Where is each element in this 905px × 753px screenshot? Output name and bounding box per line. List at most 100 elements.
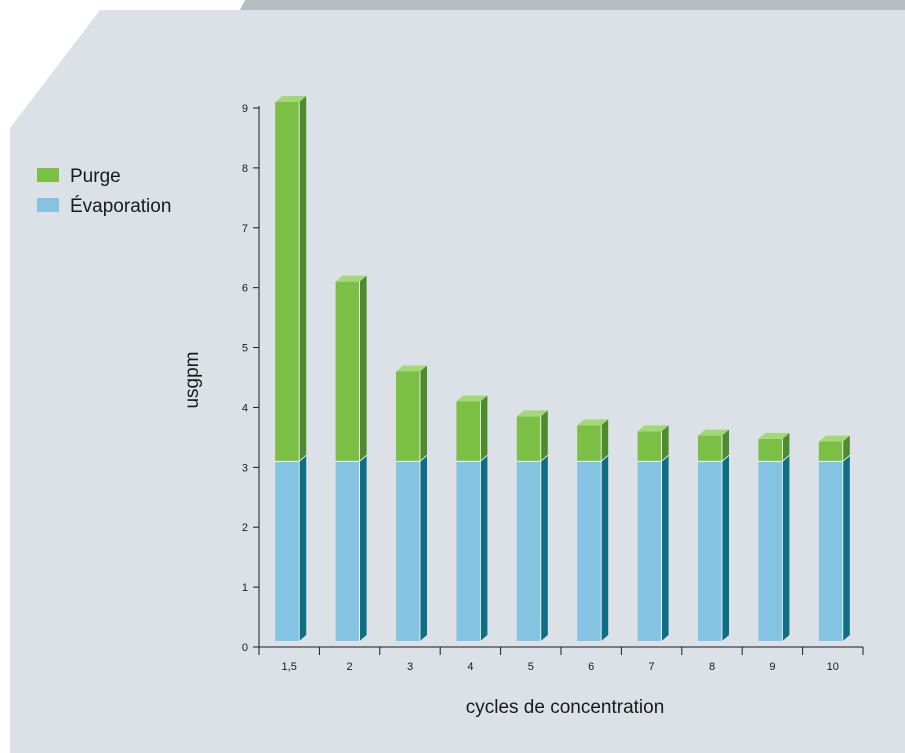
bar-segment-divider-side — [298, 455, 307, 462]
bar-evaporation — [637, 461, 662, 641]
y-tick-label: 9 — [242, 103, 248, 115]
bar-purge — [577, 425, 602, 462]
bar-segment-divider-side — [419, 455, 428, 462]
y-tick-label: 4 — [242, 402, 248, 414]
x-tick-label: 2 — [347, 661, 353, 673]
bar-group — [577, 419, 609, 641]
bar-segment-divider-side — [600, 455, 609, 462]
bar-group — [275, 96, 307, 641]
bar-purge-side — [722, 429, 729, 462]
bar-purge-side — [299, 96, 307, 462]
bar-segment-divider-side — [782, 455, 790, 462]
bar-purge-side — [842, 435, 850, 462]
bar-evaporation-side — [722, 455, 729, 641]
x-tick-label: 8 — [709, 661, 715, 673]
bar-evaporation — [516, 461, 541, 641]
y-tick-label: 8 — [242, 163, 248, 175]
bar-group — [698, 429, 730, 641]
bar-evaporation-side — [359, 455, 367, 641]
bar-group — [818, 435, 851, 641]
legend-swatch-purge — [37, 168, 59, 182]
bar-group — [637, 425, 669, 641]
bar-group — [516, 410, 549, 641]
bar-evaporation — [396, 461, 420, 641]
x-tick-label: 7 — [649, 661, 655, 673]
x-tick-label: 6 — [588, 661, 594, 673]
bar-segment-divider-side — [359, 455, 367, 462]
y-tick-label: 6 — [242, 283, 248, 295]
x-tick-label: 3 — [407, 661, 413, 673]
y-tick-label: 0 — [242, 642, 248, 654]
background-panel — [10, 10, 905, 753]
top-decor-bar — [240, 0, 905, 10]
bar-purge-side — [661, 425, 669, 462]
bar-segment-divider-side — [721, 455, 730, 462]
bar-evaporation-side — [601, 455, 609, 641]
bar-purge-top — [758, 432, 790, 439]
bar-purge — [698, 435, 722, 462]
bar-purge-top — [396, 365, 427, 372]
x-tick-label: 1,5 — [282, 661, 297, 673]
bar-evaporation-side — [480, 455, 488, 641]
bar-purge-top — [456, 395, 488, 402]
bar-group — [396, 365, 428, 641]
bar-purge — [637, 431, 662, 462]
bar-evaporation — [698, 461, 722, 641]
bar-evaporation-side — [540, 455, 548, 641]
y-tick-label: 3 — [242, 462, 248, 474]
bar-evaporation — [335, 461, 360, 641]
bar-evaporation — [275, 461, 300, 641]
bar-purge-top — [516, 410, 548, 417]
bar-purge — [758, 438, 783, 462]
bar-purge — [516, 416, 541, 462]
bar-segment-divider-side — [480, 455, 488, 462]
y-axis-title: usgpm — [182, 351, 203, 408]
bar-purge-top — [577, 419, 609, 426]
bar-purge-side — [420, 365, 427, 462]
y-tick-label: 7 — [242, 223, 248, 235]
bar-evaporation — [758, 461, 783, 641]
y-tick-label: 1 — [242, 582, 248, 594]
bar-purge-side — [601, 419, 609, 462]
legend: Purge Évaporation — [37, 166, 171, 217]
bar-group — [456, 395, 488, 641]
x-tick-label: 4 — [467, 661, 473, 673]
x-tick-label: 9 — [769, 661, 775, 673]
bar-evaporation-side — [842, 455, 850, 641]
x-axis-title: cycles de concentration — [466, 697, 665, 718]
bars — [275, 96, 851, 641]
bar-segment-divider-side — [842, 455, 851, 462]
bar-purge-side — [359, 275, 367, 462]
bar-segment-divider-side — [540, 455, 549, 462]
bar-purge — [456, 401, 481, 462]
bar-purge — [335, 281, 360, 462]
bar-group — [335, 275, 367, 641]
bar-purge-top — [818, 435, 850, 442]
bar-evaporation-side — [299, 455, 307, 641]
bar-purge-top — [637, 425, 669, 432]
bar-group — [758, 432, 790, 641]
x-tick-label: 5 — [528, 661, 534, 673]
bar-evaporation — [818, 461, 843, 641]
y-tick-label: 2 — [242, 522, 248, 534]
bar-purge — [275, 102, 300, 462]
bar-segment-divider-side — [661, 455, 669, 462]
x-tick-label: 10 — [827, 661, 839, 673]
bar-evaporation-side — [782, 455, 790, 641]
legend-label-purge: Purge — [70, 166, 121, 187]
bar-purge-top — [335, 275, 367, 282]
bar-evaporation-side — [420, 455, 427, 641]
y-axis: 0 1 2 3 4 5 6 7 8 9 — [242, 103, 260, 654]
bar-evaporation — [456, 461, 481, 641]
bar-evaporation-side — [661, 455, 669, 641]
bar-purge-side — [480, 395, 488, 462]
legend-label-evaporation: Évaporation — [70, 196, 171, 217]
bar-purge-top — [275, 96, 307, 102]
bar-purge-side — [540, 410, 548, 462]
legend-swatch-evaporation — [37, 198, 59, 212]
bar-purge-side — [782, 432, 790, 462]
y-tick-label: 5 — [242, 343, 248, 355]
x-axis: 1,5 2 3 4 5 6 7 8 9 10 — [258, 646, 864, 673]
